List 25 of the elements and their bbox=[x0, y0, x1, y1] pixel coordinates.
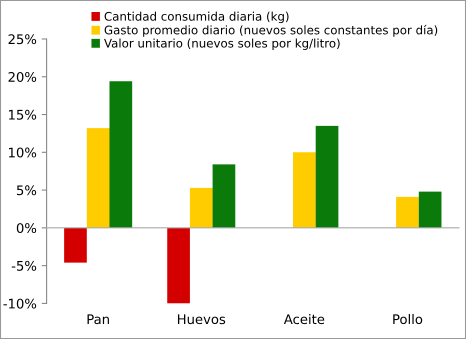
bar bbox=[293, 152, 316, 228]
y-tick-label: 0% bbox=[16, 223, 36, 234]
bar bbox=[109, 81, 132, 228]
x-tick-label: Pan bbox=[88, 314, 109, 324]
bar bbox=[316, 126, 338, 228]
y-tick-label: 20% bbox=[8, 72, 36, 82]
y-tick-label: -10% bbox=[3, 298, 36, 309]
legend-label: Cantidad consumida diaria (kg) bbox=[104, 12, 289, 24]
bar bbox=[64, 228, 87, 263]
x-tick-label: Huevos bbox=[178, 314, 226, 324]
x-tick-label: Aceite bbox=[284, 314, 324, 324]
bar bbox=[167, 228, 190, 304]
legend-label: Gasto promedio diario (nuevos soles constantes por día) bbox=[104, 24, 438, 37]
bar bbox=[86, 128, 110, 228]
y-tick-label: 5% bbox=[16, 185, 36, 196]
y-tick-label: -5% bbox=[12, 260, 36, 271]
y-tick-label: 15% bbox=[9, 110, 36, 120]
x-tick-label: Pollo bbox=[393, 314, 422, 324]
bar bbox=[396, 196, 419, 228]
bar bbox=[190, 188, 213, 228]
y-tick-label: 10% bbox=[9, 148, 36, 158]
y-tick-label: 25% bbox=[8, 34, 36, 44]
bar bbox=[418, 192, 442, 228]
legend-label: Valor unitario (nuevos soles por kg/litro) bbox=[104, 38, 340, 50]
bar bbox=[212, 164, 236, 228]
